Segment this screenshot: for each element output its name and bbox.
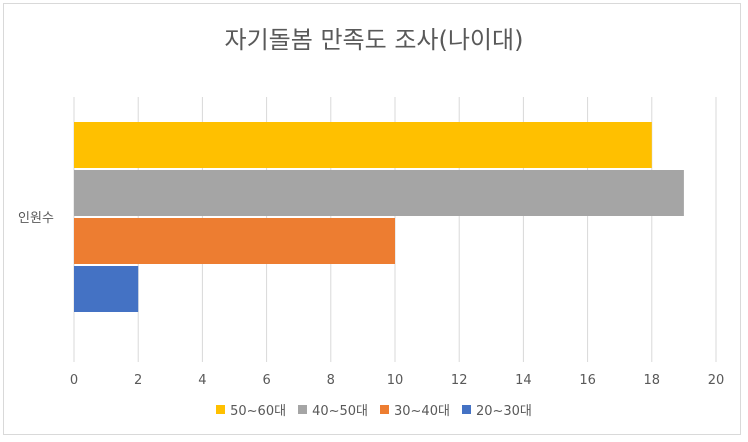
legend-label: 50~60대 bbox=[230, 404, 287, 419]
legend-label: 20~30대 bbox=[475, 404, 532, 419]
x-tick-label: 6 bbox=[262, 373, 270, 388]
legend-label: 40~50대 bbox=[312, 404, 368, 419]
chart-legend: 50~60대 40~50대 30~40대 20~30대 bbox=[0, 400, 748, 419]
x-tick-label: 2 bbox=[134, 373, 142, 388]
x-tick-label: 18 bbox=[644, 373, 661, 388]
legend-label: 30~40대 bbox=[394, 404, 450, 419]
legend-item: 40~50대 bbox=[298, 400, 368, 419]
chart-title: 자기돌봄 만족도 조사(나이대) bbox=[224, 26, 524, 54]
legend-swatch bbox=[461, 405, 471, 414]
x-tick-label: 14 bbox=[515, 373, 532, 388]
y-category-label: 인원수 bbox=[18, 211, 54, 226]
legend-item: 20~30대 bbox=[461, 400, 532, 419]
x-tick-label: 4 bbox=[198, 373, 206, 388]
x-tick-label: 8 bbox=[327, 373, 335, 388]
x-tick-label: 0 bbox=[70, 373, 78, 388]
x-tick-label: 10 bbox=[387, 373, 404, 388]
legend-swatch bbox=[380, 405, 389, 414]
bar-3 bbox=[74, 218, 395, 264]
x-tick-label: 20 bbox=[708, 373, 725, 388]
legend-item: 50~60대 bbox=[216, 400, 286, 419]
bar-4 bbox=[74, 266, 139, 312]
legend-swatch bbox=[216, 405, 226, 414]
x-tick-label: 16 bbox=[579, 373, 596, 388]
legend-swatch bbox=[298, 405, 308, 414]
bar-2 bbox=[74, 170, 684, 216]
legend-item: 30~40대 bbox=[380, 400, 450, 419]
bar-1 bbox=[74, 122, 652, 168]
x-tick-label: 12 bbox=[451, 373, 468, 388]
